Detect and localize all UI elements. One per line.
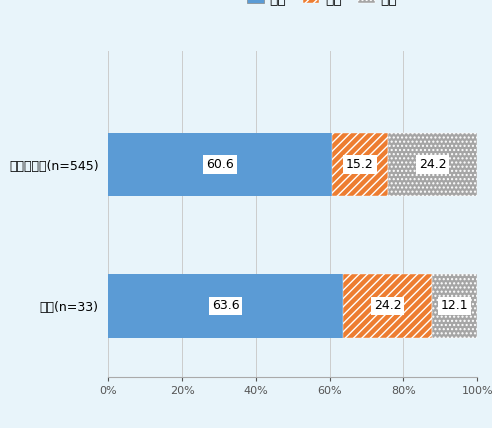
Text: 60.6: 60.6 (206, 158, 234, 171)
Bar (332, 133, 388, 196)
Text: 63.6: 63.6 (212, 300, 240, 312)
Bar (108, 133, 332, 196)
Bar (343, 274, 432, 338)
Text: 12.1: 12.1 (441, 300, 468, 312)
Text: 24.2: 24.2 (419, 158, 446, 171)
Bar (432, 274, 477, 338)
Text: 24.2: 24.2 (374, 300, 401, 312)
Bar (388, 133, 477, 196)
Legend: 黒字, 均衡, 赤字: 黒字, 均衡, 赤字 (242, 0, 403, 12)
Bar (108, 274, 343, 338)
Text: 15.2: 15.2 (346, 158, 374, 171)
